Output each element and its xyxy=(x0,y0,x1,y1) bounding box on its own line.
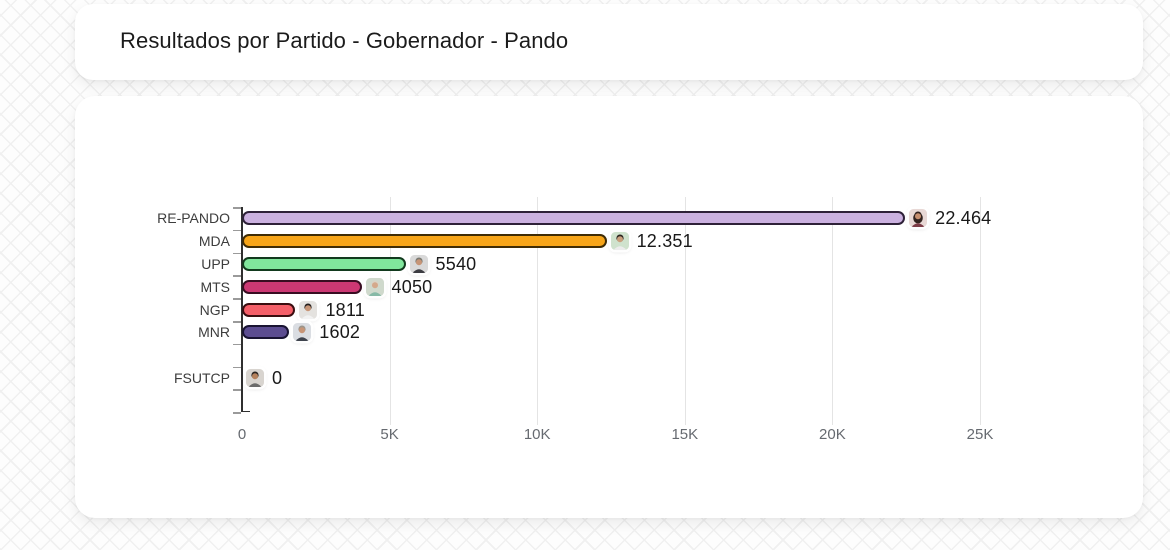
x-axis-tick-label: 25K xyxy=(966,426,994,443)
person-icon xyxy=(610,232,629,251)
y-axis-category-label: MNR xyxy=(198,324,230,341)
y-axis-tick xyxy=(233,298,241,300)
candidate-avatar xyxy=(246,369,264,387)
bar-value-label: 0 xyxy=(272,368,283,388)
candidate-avatar xyxy=(299,300,318,319)
bar-value-label: 4050 xyxy=(391,276,433,297)
y-axis-tick xyxy=(233,252,241,255)
result-bar[interactable] xyxy=(242,302,296,317)
gridline xyxy=(832,197,834,425)
y-axis-line xyxy=(241,207,243,413)
x-axis-tick-label: 0 xyxy=(237,426,247,443)
y-axis-tick xyxy=(233,389,241,391)
y-axis-category-label: RE-PANDO xyxy=(157,210,230,227)
candidate-avatar xyxy=(409,255,428,273)
bar-value-label: 22.464 xyxy=(935,208,992,229)
bar-value-label: 1602 xyxy=(319,322,361,343)
y-axis-tick xyxy=(233,275,241,277)
y-axis-category-label: NGP xyxy=(199,301,230,318)
y-axis-tick xyxy=(233,321,241,323)
bar-chart: 0 5K 10K 15K 20K 25K RE-PANDO 22.464 MDA 12.351… xyxy=(75,96,1143,518)
candidate-avatar xyxy=(610,232,629,251)
x-axis-tick-label: 15K xyxy=(671,426,699,443)
gridline xyxy=(684,197,686,425)
y-axis-tick xyxy=(233,207,241,209)
y-axis-foot xyxy=(241,410,250,413)
chart-card: 0 5K 10K 15K 20K 25K RE-PANDO 22.464 MDA 12.351… xyxy=(75,96,1143,518)
bar-value-label: 1811 xyxy=(325,299,365,320)
candidate-avatar xyxy=(293,323,312,342)
candidate-avatar xyxy=(365,277,384,296)
candidate-avatar xyxy=(909,209,928,228)
result-bar[interactable] xyxy=(242,234,607,249)
y-axis-category-label: FSUTCP xyxy=(174,370,230,386)
person-icon xyxy=(365,277,384,296)
gridline xyxy=(389,197,391,425)
title-card: Resultados por Partido - Gobernador - Pa… xyxy=(75,4,1143,80)
person-icon xyxy=(909,209,928,228)
y-axis-tick xyxy=(233,343,241,346)
result-bar[interactable] xyxy=(242,257,406,271)
person-icon xyxy=(293,323,312,342)
x-axis-tick-label: 10K xyxy=(523,426,551,443)
y-axis-category-label: UPP xyxy=(201,256,230,272)
y-axis-tick xyxy=(233,229,241,232)
result-bar[interactable] xyxy=(242,279,362,294)
gridline xyxy=(980,197,981,425)
person-icon xyxy=(409,255,428,273)
result-bar[interactable] xyxy=(242,325,290,340)
y-axis-tick xyxy=(233,412,241,414)
x-axis-tick-label: 20K xyxy=(819,426,846,443)
gridline xyxy=(537,197,539,425)
page-title: Resultados por Partido - Gobernador - Pa… xyxy=(120,28,569,53)
y-axis-category-label: MDA xyxy=(198,233,230,250)
x-axis-tick-label: 5K xyxy=(380,426,399,443)
y-axis-tick xyxy=(233,366,241,369)
bar-value-label: 12.351 xyxy=(636,231,693,252)
y-axis-category-label: MTS xyxy=(200,278,230,295)
person-icon xyxy=(299,300,318,319)
bar-value-label: 5540 xyxy=(435,254,477,274)
person-icon xyxy=(246,369,264,387)
result-bar[interactable] xyxy=(242,211,906,226)
